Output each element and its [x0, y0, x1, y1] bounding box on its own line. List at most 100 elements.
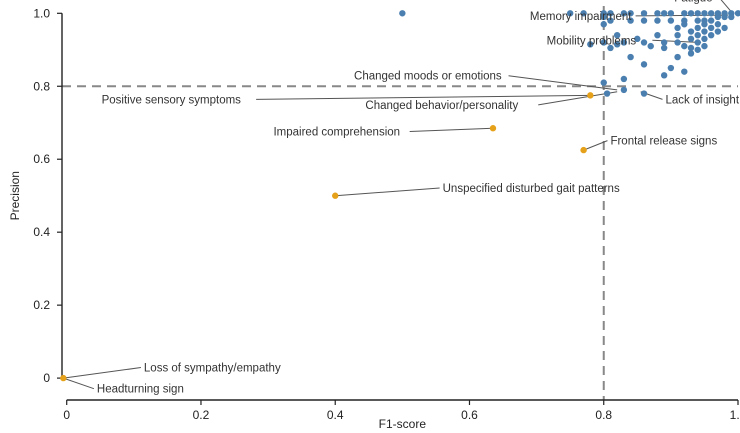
- data-point: [580, 10, 587, 17]
- data-point: [694, 17, 701, 24]
- data-point: [687, 28, 695, 35]
- annotation-leader: [63, 367, 141, 379]
- data-point: [640, 39, 648, 46]
- data-point: [399, 10, 406, 17]
- y-tick-label: 0: [43, 371, 50, 385]
- data-point: [332, 192, 339, 199]
- axes: [61, 13, 738, 401]
- data-point: [687, 10, 695, 17]
- data-point: [714, 21, 722, 28]
- data-point: [60, 374, 67, 382]
- data-point: [667, 17, 675, 24]
- annotation-leader: [256, 94, 591, 100]
- data-point: [687, 44, 695, 52]
- data-point: [587, 92, 594, 99]
- data-point: [674, 31, 681, 39]
- annotation-leader: [508, 75, 618, 91]
- data-point: [607, 17, 614, 24]
- data-point: [660, 39, 668, 46]
- data-point: [654, 31, 661, 39]
- data-point: [694, 24, 701, 32]
- data-point: [607, 10, 614, 17]
- data-point: [721, 13, 728, 21]
- annotation-label: Loss of sympathy/empathy: [144, 363, 281, 375]
- x-tick-label: 0.2: [193, 408, 210, 422]
- data-point: [620, 39, 628, 46]
- y-axis-ticks: 0 0.2 0.4 0.6 0.8 1.0: [33, 6, 62, 385]
- data-points: [60, 10, 740, 382]
- data-point: [634, 35, 641, 43]
- annotation-label: Mobility problems: [547, 35, 637, 47]
- x-tick-label: 0.6: [461, 408, 478, 422]
- annotation-label: Changed moods or emotions: [354, 71, 502, 83]
- y-tick-label: 0.2: [33, 298, 50, 312]
- data-point: [640, 10, 648, 17]
- data-point: [607, 44, 614, 52]
- data-point: [734, 10, 740, 17]
- data-point: [681, 10, 688, 17]
- data-point: [600, 13, 607, 21]
- data-point: [627, 53, 634, 61]
- data-point: [620, 75, 628, 83]
- data-point: [728, 13, 735, 21]
- data-point: [714, 28, 722, 35]
- data-point: [587, 41, 594, 48]
- data-point: [701, 21, 708, 28]
- data-point: [701, 35, 708, 43]
- data-point: [603, 90, 611, 97]
- annotation-label: Fatigue: [674, 0, 712, 4]
- data-point: [660, 72, 668, 79]
- annotation-label: Lack of insight: [666, 94, 740, 106]
- data-point: [654, 10, 661, 17]
- data-point: [640, 61, 648, 68]
- data-point: [674, 39, 681, 46]
- data-point: [701, 10, 708, 17]
- data-point: [694, 46, 701, 53]
- data-point: [620, 86, 628, 94]
- reference-lines: [62, 6, 738, 400]
- data-point: [694, 39, 701, 46]
- data-point: [707, 10, 715, 17]
- data-point: [600, 21, 607, 28]
- annotation-label: Headturning sign: [97, 384, 184, 396]
- data-point: [667, 64, 675, 72]
- data-point: [620, 10, 628, 17]
- x-axis-title: F1-score: [379, 417, 427, 431]
- annotation-label: Unspecified disturbed gait patterns: [443, 183, 620, 195]
- data-point: [707, 24, 715, 32]
- data-point: [681, 21, 688, 28]
- annotation-leader: [335, 187, 440, 197]
- data-point: [627, 17, 634, 24]
- data-point: [707, 31, 715, 39]
- data-point: [707, 17, 715, 24]
- data-point: [721, 24, 728, 32]
- data-point: [701, 28, 708, 35]
- annotation-leader: [583, 140, 608, 151]
- data-point: [681, 68, 688, 75]
- data-point: [613, 41, 621, 48]
- annotations: Fatigue Memory impairment Mobility problem…: [97, 0, 740, 396]
- y-axis-title: Precision: [8, 171, 22, 220]
- data-point: [660, 10, 668, 17]
- annotation-label: Frontal release signs: [610, 136, 717, 148]
- y-tick-label: 0.8: [33, 79, 50, 93]
- x-tick-label: 0.8: [595, 408, 612, 422]
- data-point: [613, 31, 621, 39]
- data-point: [566, 10, 574, 17]
- data-point: [694, 10, 701, 17]
- y-tick-label: 1.0: [33, 6, 50, 20]
- annotation-label: Changed behavior/personality: [365, 100, 518, 112]
- data-point: [640, 17, 648, 24]
- data-point: [654, 17, 661, 24]
- data-point: [694, 31, 701, 39]
- annotation-leader: [63, 377, 95, 390]
- data-point: [640, 90, 648, 97]
- data-point: [681, 42, 688, 50]
- data-point: [674, 24, 681, 32]
- y-tick-label: 0.6: [33, 152, 50, 166]
- x-tick-label: 1.0: [730, 408, 740, 422]
- data-point: [647, 42, 654, 50]
- data-point: [600, 39, 607, 46]
- data-point: [714, 13, 722, 21]
